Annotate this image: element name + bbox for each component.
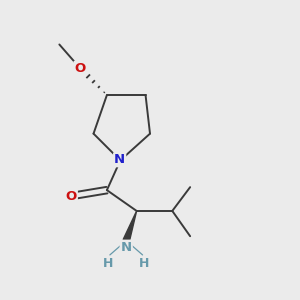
- Text: H: H: [139, 257, 149, 270]
- Text: O: O: [66, 190, 77, 202]
- Text: O: O: [74, 62, 86, 75]
- Text: N: N: [114, 153, 125, 166]
- Text: N: N: [121, 241, 132, 254]
- Polygon shape: [123, 211, 136, 242]
- Text: H: H: [103, 257, 114, 270]
